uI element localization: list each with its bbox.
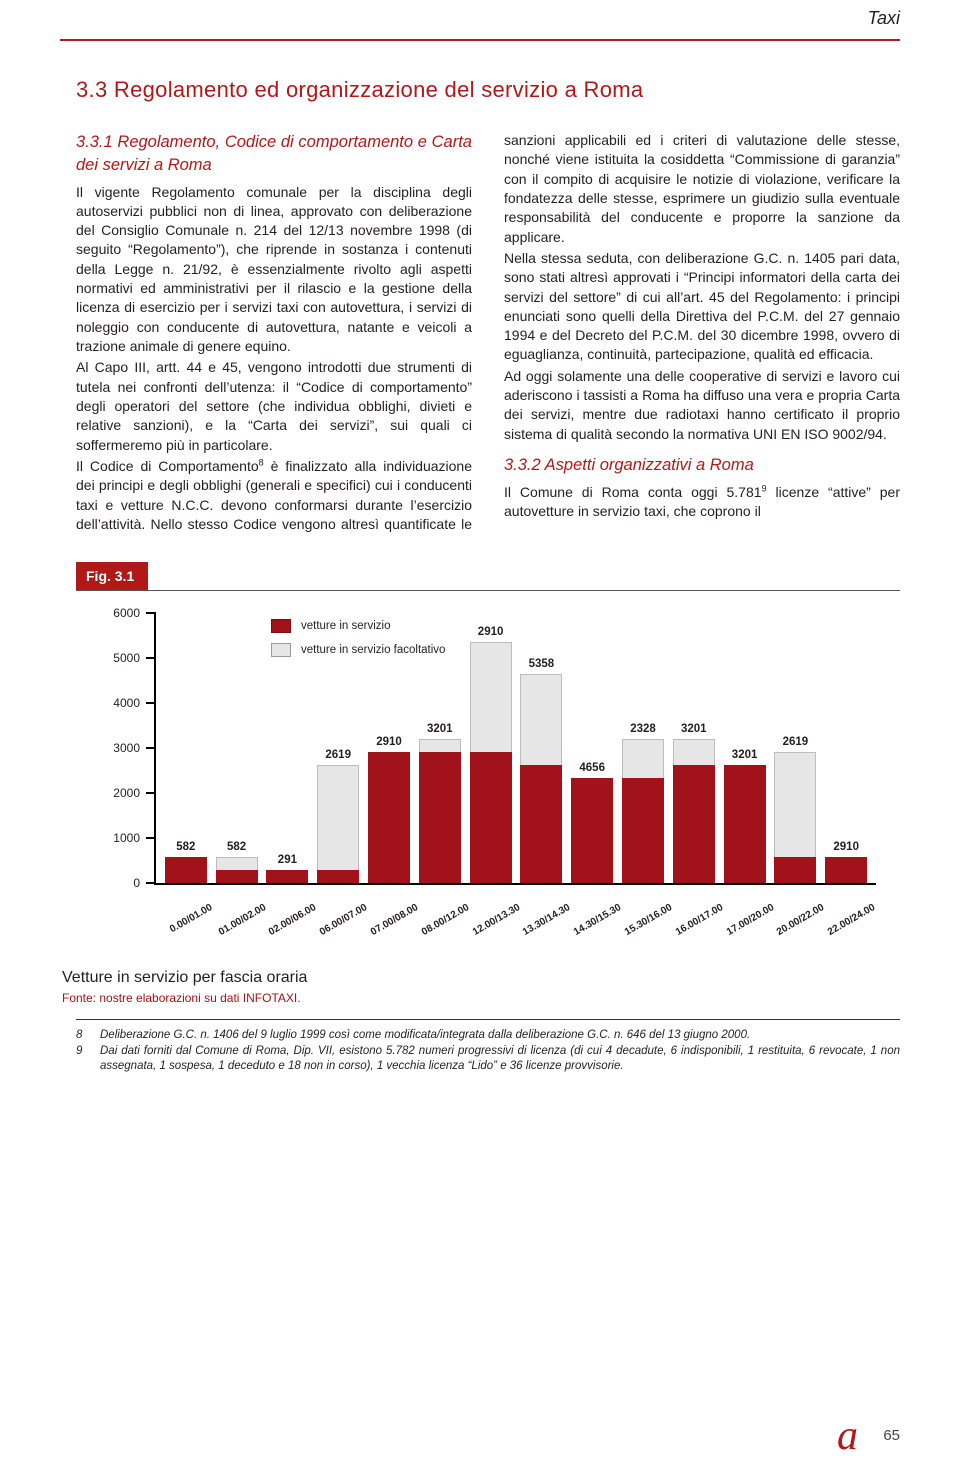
fn-num-8: 8 xyxy=(76,1028,90,1044)
x-tick-label: 07.00/08.00 xyxy=(369,901,422,938)
x-tick-label: 20.00/22.00 xyxy=(775,901,828,938)
svg-text:a: a xyxy=(837,1413,858,1457)
y-tick-label: 1000 xyxy=(113,831,140,845)
bar-value-label: 582 xyxy=(227,841,246,853)
bar-value-label: 2619 xyxy=(783,736,809,748)
bar-serv xyxy=(266,870,308,883)
bar-serv xyxy=(470,752,512,883)
x-tick-label: 06.00/07.00 xyxy=(318,901,371,938)
bar-serv xyxy=(216,870,258,883)
bar-serv xyxy=(622,778,664,883)
plot-area: 5820.00/01.0058201.00/02.0029102.00/06.0… xyxy=(154,613,876,885)
figure-tag: Fig. 3.1 xyxy=(76,562,148,590)
bar-serv xyxy=(520,765,562,883)
x-tick-label: 0.00/01.00 xyxy=(168,901,216,935)
header-rule xyxy=(60,39,900,41)
x-tick-label: 12.00/13.30 xyxy=(471,901,524,938)
chart-container: vetture in servizio vetture in servizio … xyxy=(76,613,900,1005)
y-tick-label: 3000 xyxy=(113,741,140,755)
bar-value-label: 2328 xyxy=(630,723,656,735)
chart-source: Fonte: nostre elaborazioni su dati INFOT… xyxy=(62,991,900,1005)
bar-value-label: 2619 xyxy=(325,749,351,761)
y-tick xyxy=(146,837,156,839)
y-tick xyxy=(146,612,156,614)
bars-layer: 5820.00/01.0058201.00/02.0029102.00/06.0… xyxy=(156,613,876,883)
chart-caption: Vetture in servizio per fascia oraria xyxy=(62,969,900,987)
y-tick xyxy=(146,657,156,659)
x-tick-label: 15.30/16.00 xyxy=(623,901,676,938)
bar-value-label: 2910 xyxy=(376,736,402,748)
x-tick-label: 02.00/06.00 xyxy=(267,901,320,938)
y-tick-label: 4000 xyxy=(113,696,140,710)
x-tick-label: 13.30/14.30 xyxy=(521,901,574,938)
subhead-3-3-2: 3.3.2 Aspetti organizzativi a Roma xyxy=(504,454,900,477)
page-number: 65 xyxy=(883,1427,900,1444)
page-footer: a 65 xyxy=(831,1413,900,1457)
bar-serv xyxy=(724,765,766,883)
section-title: 3.3 Regolamento ed organizzazione del se… xyxy=(76,77,900,103)
x-tick-label: 14.30/15.30 xyxy=(572,901,625,938)
bar-value-label: 3201 xyxy=(427,723,453,735)
bar-serv xyxy=(317,870,359,883)
y-tick xyxy=(146,882,156,884)
bar-value-label: 2910 xyxy=(833,841,859,853)
logo-a-icon: a xyxy=(831,1413,875,1457)
y-tick-label: 0 xyxy=(133,876,140,890)
bar-value-label: 4656 xyxy=(579,762,605,774)
bar-serv xyxy=(368,752,410,883)
footnotes: 8 Deliberazione G.C. n. 1406 del 9 lugli… xyxy=(76,1019,900,1075)
fn-text-9: Dai dati forniti dal Comune di Roma, Dip… xyxy=(100,1044,900,1075)
para-2a: Al Capo III, artt. 44 e 45, vengono intr… xyxy=(76,358,472,455)
x-tick-label: 16.00/17.00 xyxy=(674,901,727,938)
bar-total xyxy=(317,765,359,883)
footnote-9: 9 Dai dati forniti dal Comune di Roma, D… xyxy=(76,1044,900,1075)
bar-serv xyxy=(419,752,461,883)
footnote-8: 8 Deliberazione G.C. n. 1406 del 9 lugli… xyxy=(76,1028,900,1044)
y-tick-label: 5000 xyxy=(113,651,140,665)
figure-tag-row: Fig. 3.1 xyxy=(76,544,900,591)
x-tick-label: 08.00/12.00 xyxy=(420,901,473,938)
x-tick-label: 01.00/02.00 xyxy=(217,901,270,938)
para-5: Il Comune di Roma conta oggi 5.7819 lice… xyxy=(504,483,900,522)
x-tick-label: 22.00/24.00 xyxy=(826,901,879,938)
bar-serv xyxy=(673,765,715,883)
bar-value-label: 3201 xyxy=(732,749,758,761)
bar-serv xyxy=(825,857,867,883)
x-tick-label: 17.00/20.00 xyxy=(725,901,778,938)
y-tick-label: 2000 xyxy=(113,786,140,800)
y-tick xyxy=(146,702,156,704)
bar-serv xyxy=(165,857,207,883)
para-1: Il vigente Regolamento comunale per la d… xyxy=(76,183,472,357)
para-3: Nella stessa seduta, con deliberazione G… xyxy=(504,249,900,365)
bar-serv xyxy=(774,857,816,883)
bar-value-label: 3201 xyxy=(681,723,707,735)
y-tick xyxy=(146,792,156,794)
bar-value-label: 291 xyxy=(278,854,297,866)
y-tick xyxy=(146,747,156,749)
running-head: Taxi xyxy=(76,8,900,29)
fn-text-8: Deliberazione G.C. n. 1406 del 9 luglio … xyxy=(100,1028,750,1044)
fn-num-9: 9 xyxy=(76,1044,90,1075)
bar-value-label: 582 xyxy=(176,841,195,853)
y-tick-label: 6000 xyxy=(113,606,140,620)
bar-value-label: 5358 xyxy=(529,658,555,670)
body-columns: 3.3.1 Regolamento, Codice di comportamen… xyxy=(76,131,900,534)
bar-value-label: 2910 xyxy=(478,626,504,638)
para-4: Ad oggi solamente una delle cooperative … xyxy=(504,367,900,444)
bar-chart: vetture in servizio vetture in servizio … xyxy=(76,613,896,933)
subhead-3-3-1: 3.3.1 Regolamento, Codice di comportamen… xyxy=(76,131,472,177)
bar-serv xyxy=(571,778,613,883)
